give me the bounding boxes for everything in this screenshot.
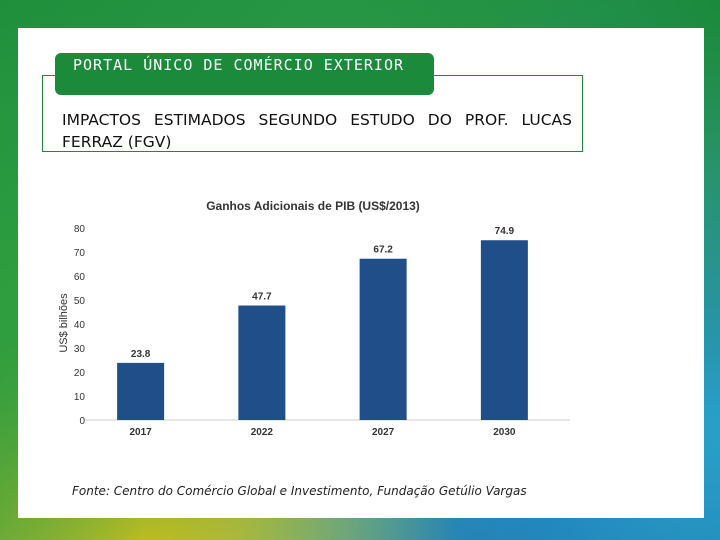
gdp-chart: Ganhos Adicionais de PIB (US$/2013) US$ …	[45, 185, 575, 455]
y-tick-label: 0	[79, 416, 85, 427]
slide-title: IMPACTOS ESTIMADOS SEGUNDO ESTUDO DO PRO…	[62, 111, 572, 151]
y-tick-label: 40	[74, 320, 86, 331]
bar-2030	[480, 240, 528, 420]
y-tick-label: 80	[74, 224, 86, 235]
source-note: Fonte: Centro do Comércio Global e Inves…	[72, 484, 527, 498]
bar-2027	[359, 258, 407, 420]
bars: 23.8 2017 47.7 2022 67.2 2027 74.9 2030	[117, 226, 528, 438]
data-label: 67.2	[373, 245, 393, 256]
x-tick-label: 2030	[493, 427, 516, 438]
y-tick-label: 60	[74, 272, 86, 283]
y-tick-label: 50	[74, 296, 86, 307]
chart-title: Ganhos Adicionais de PIB (US$/2013)	[206, 199, 420, 213]
chart-svg: Ganhos Adicionais de PIB (US$/2013) US$ …	[58, 199, 570, 438]
bar-2017	[117, 362, 165, 420]
y-tick-label: 70	[74, 248, 86, 259]
y-tick-label: 20	[74, 368, 86, 379]
data-label: 74.9	[495, 226, 515, 237]
section-badge: PORTAL ÚNICO DE COMÉRCIO EXTERIOR	[55, 53, 434, 95]
data-label: 23.8	[131, 349, 151, 360]
x-tick-label: 2022	[251, 427, 274, 438]
y-ticks: 0 10 20 30 40 50 60 70 80	[74, 224, 86, 427]
x-tick-label: 2027	[372, 427, 395, 438]
x-tick-label: 2017	[130, 427, 153, 438]
data-label: 47.7	[252, 292, 272, 303]
bar-2022	[238, 305, 286, 420]
y-tick-label: 30	[74, 344, 86, 355]
y-axis-label: US$ bilhões	[58, 293, 70, 353]
y-tick-label: 10	[74, 392, 86, 403]
